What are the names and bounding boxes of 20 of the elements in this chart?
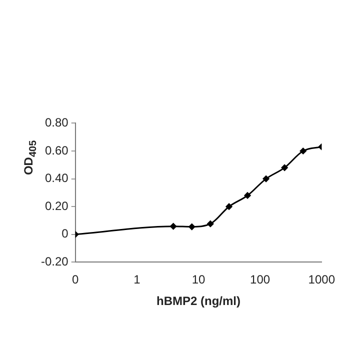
y-tick-label: -0.20 xyxy=(40,254,69,269)
point xyxy=(300,148,306,154)
x-tick-label: 1000 xyxy=(308,272,336,287)
x-axis-title: hBMP2 (ng/ml) xyxy=(156,294,240,308)
point xyxy=(244,192,251,199)
x-tick-label: 0 xyxy=(72,272,80,287)
point xyxy=(170,223,177,230)
point xyxy=(262,176,270,182)
x-tick-label: 100 xyxy=(250,272,270,287)
y-tick-label: 0.20 xyxy=(44,198,69,213)
y-tick-label: 0.40 xyxy=(44,171,69,186)
point xyxy=(281,164,288,171)
y-tick-label: 0.80 xyxy=(44,116,69,130)
point xyxy=(188,224,196,230)
point xyxy=(226,203,232,210)
x-tick-label: 1 xyxy=(134,272,141,287)
y-tick-label: 0.60 xyxy=(44,143,69,158)
y-tick-label: 0 xyxy=(62,226,69,241)
x-tick-label: 10 xyxy=(192,272,206,287)
point xyxy=(207,220,214,228)
